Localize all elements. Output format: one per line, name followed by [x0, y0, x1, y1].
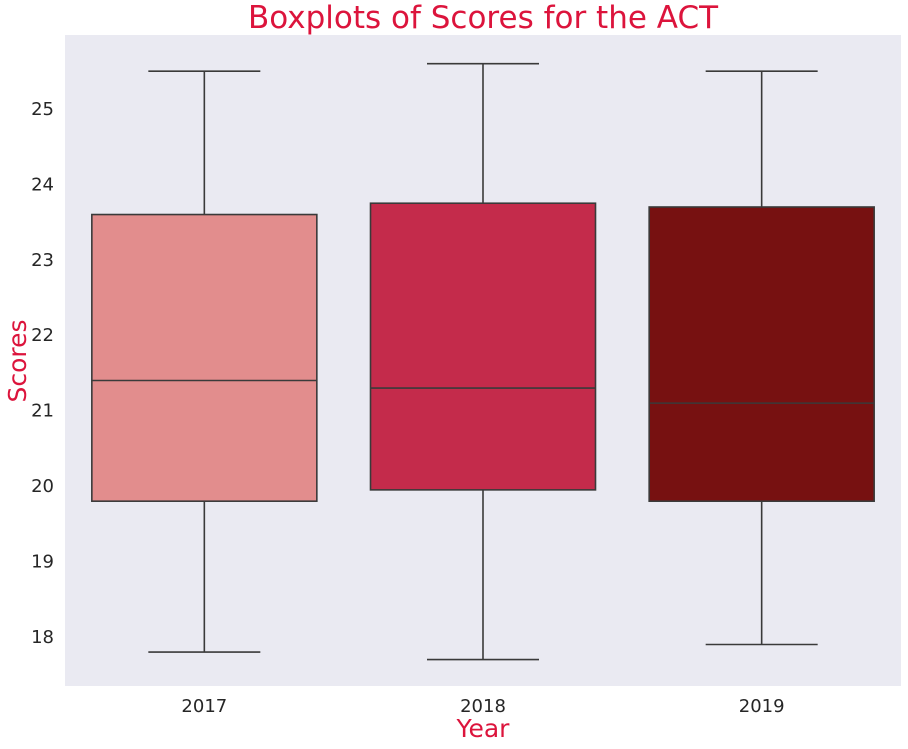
chart-title: Boxplots of Scores for the ACT — [248, 0, 719, 36]
box-2018 — [369, 62, 597, 661]
box-2019 — [648, 70, 875, 646]
y-tick-21: 21 — [31, 401, 54, 422]
iqr-box-2017 — [91, 213, 318, 502]
y-tick-23: 23 — [31, 250, 54, 271]
x-tick-2017: 2017 — [181, 696, 227, 717]
boxes-layer — [91, 62, 875, 661]
x-tick-2018: 2018 — [460, 696, 506, 717]
y-tick-18: 18 — [31, 627, 54, 648]
y-tick-20: 20 — [31, 476, 54, 497]
x-axis-label: Year — [456, 714, 511, 743]
x-tick-labels: 2017 2018 2019 — [181, 696, 784, 717]
iqr-box-2019 — [648, 206, 875, 502]
y-tick-labels: 18 19 20 21 22 23 24 25 — [31, 99, 54, 648]
box-2017 — [91, 70, 318, 653]
y-tick-22: 22 — [31, 325, 54, 346]
iqr-box-2018 — [369, 202, 597, 491]
y-tick-25: 25 — [31, 99, 54, 120]
y-tick-24: 24 — [31, 174, 54, 195]
x-tick-2019: 2019 — [739, 696, 785, 717]
y-axis-label: Scores — [3, 319, 32, 402]
y-tick-19: 19 — [31, 552, 54, 573]
